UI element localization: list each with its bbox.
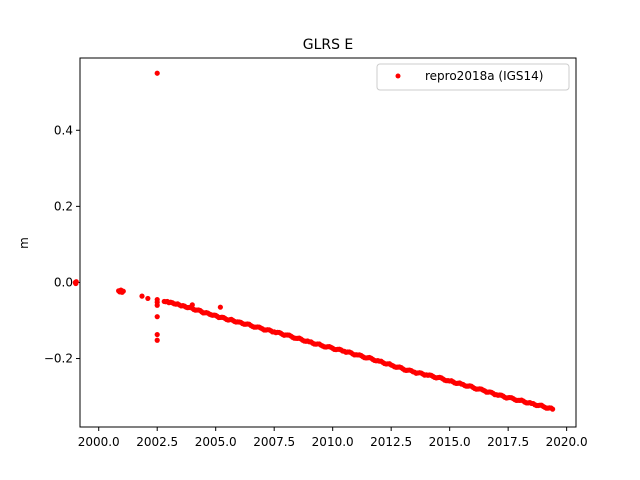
data-point xyxy=(154,331,160,338)
x-tick-label: 2002.5 xyxy=(136,435,178,449)
y-tick-label: 0.0 xyxy=(54,275,73,289)
legend-marker xyxy=(395,73,401,79)
legend: repro2018a (IGS14) xyxy=(376,63,570,91)
plot-frame xyxy=(79,57,577,428)
x-tick-label: 2005.0 xyxy=(195,435,237,449)
data-point xyxy=(154,70,160,76)
data-point xyxy=(120,288,126,294)
data-point xyxy=(73,279,79,285)
x-tick-label: 2010.0 xyxy=(312,435,354,449)
y-axis-label: m xyxy=(17,237,31,249)
x-tick-label: 2017.5 xyxy=(487,435,529,449)
data-point xyxy=(154,314,160,320)
y-tick-label: −0.2 xyxy=(44,352,73,366)
data-point xyxy=(548,405,554,411)
x-tick-label: 2007.5 xyxy=(253,435,295,449)
chart-title: GLRS E xyxy=(303,37,354,53)
y-tick-label: 0.2 xyxy=(54,199,73,213)
x-tick-label: 2012.5 xyxy=(370,435,412,449)
data-point xyxy=(139,293,145,299)
data-point xyxy=(154,302,160,308)
ticks-group: 2000.0 2002.5 2005.0 2007.5 2010.0 2012.5 2015… xyxy=(44,123,588,449)
data-point xyxy=(217,304,223,310)
legend-box xyxy=(376,63,570,91)
x-tick-label: 2020.0 xyxy=(546,435,588,449)
data-point xyxy=(154,337,160,343)
data-points-group xyxy=(72,70,556,412)
x-tick-label: 2000.0 xyxy=(78,435,120,449)
x-tick-label: 2015.0 xyxy=(429,435,471,449)
data-point xyxy=(145,295,151,302)
legend-label: repro2018a (IGS14) xyxy=(425,69,543,83)
y-tick-label: 0.4 xyxy=(54,123,73,137)
